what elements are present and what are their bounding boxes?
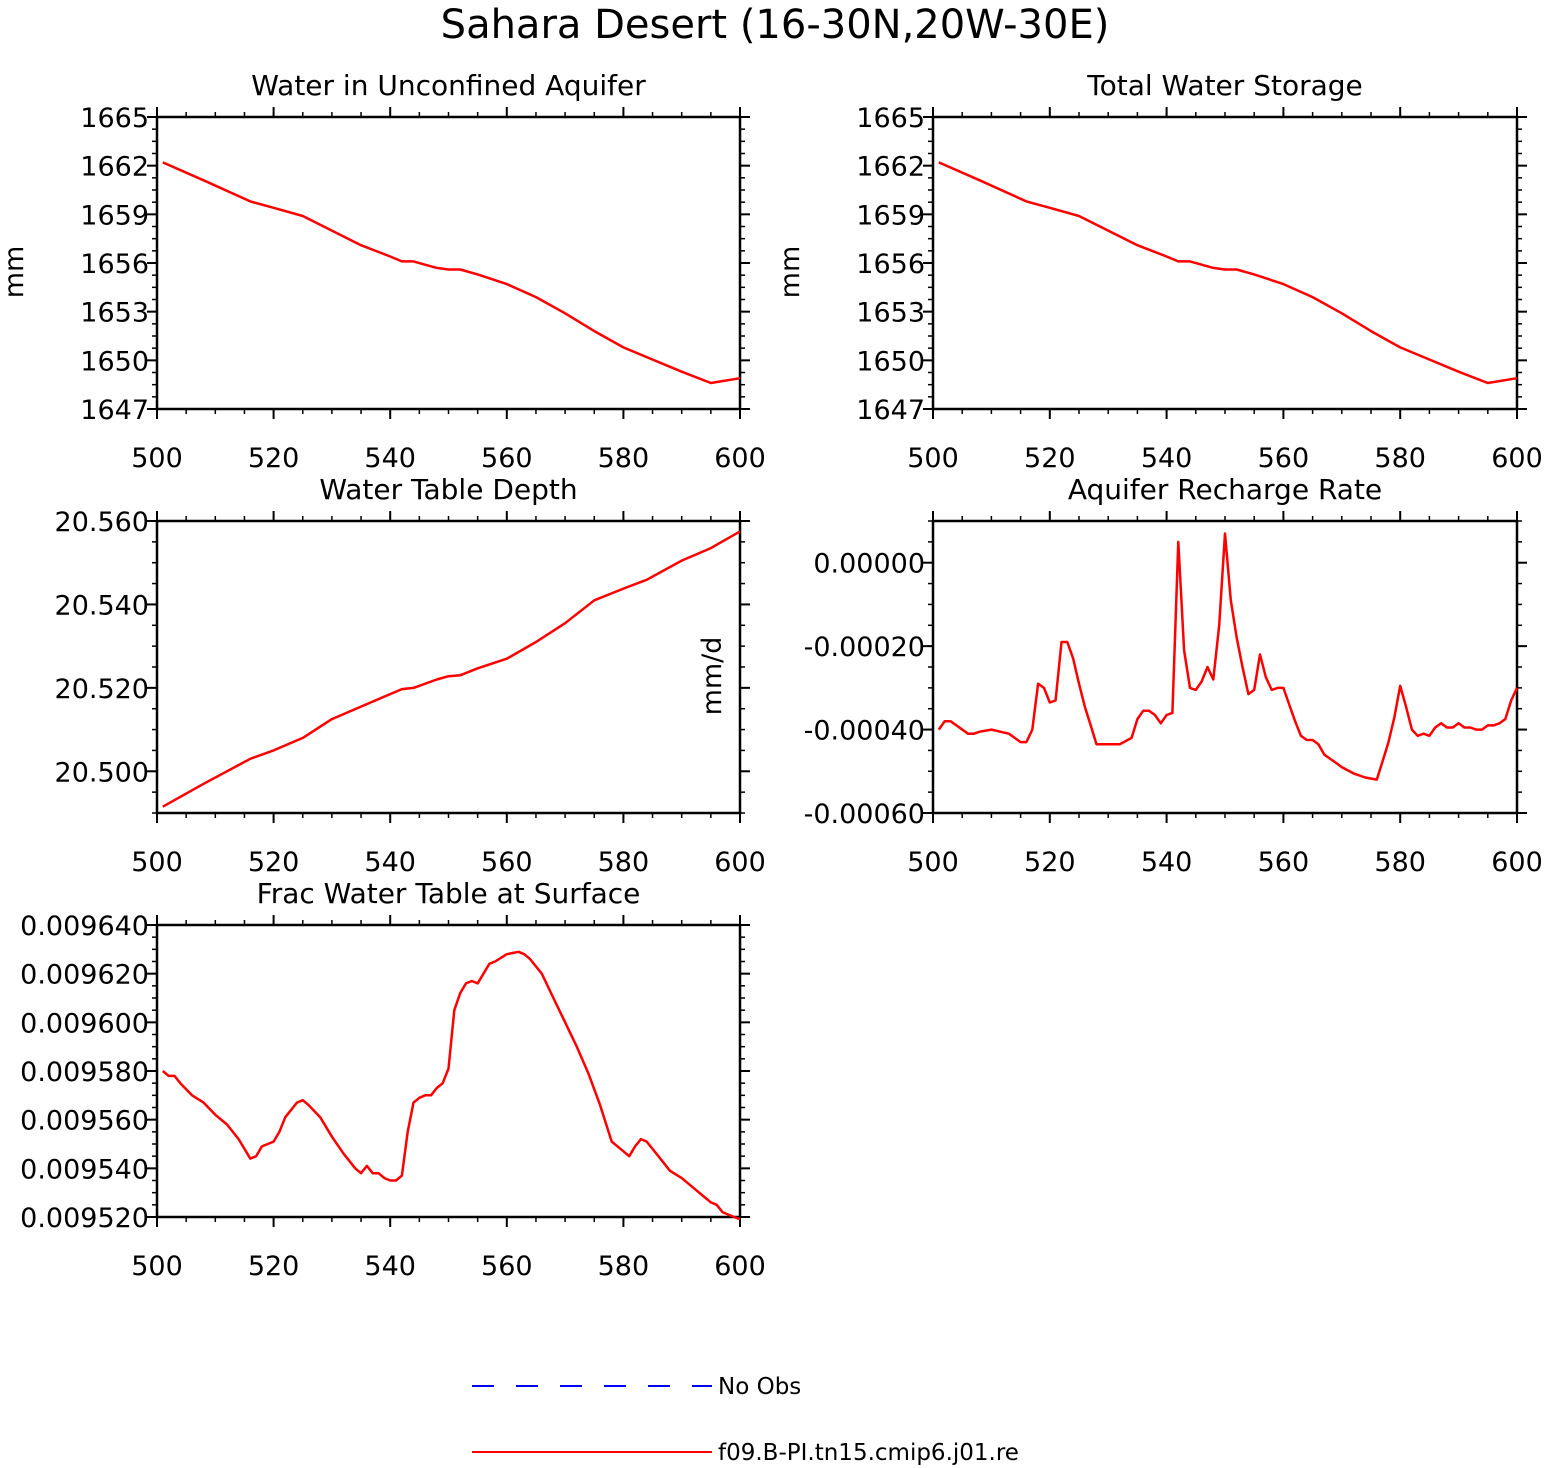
chart-5: Frac Water Table at Surface 500 520 540 560 5… <box>20 877 766 1282</box>
y-tick-label: 20.560 <box>55 507 149 538</box>
x-tick-label: 580 <box>598 847 650 878</box>
y-tick-label: 0.009540 <box>20 1154 149 1185</box>
y-tick-label: 1650 <box>80 346 149 377</box>
x-tick-label: 580 <box>1374 847 1426 878</box>
chart-2: Total Water Storage mm 500 520 540 560 580 600 1… <box>775 69 1543 474</box>
x-tick-label: 560 <box>481 443 533 474</box>
x-tick-label: 560 <box>481 847 533 878</box>
plot-frame <box>931 115 1519 411</box>
y-tick-label: 1662 <box>856 152 925 183</box>
y-tick-label: -0.00040 <box>804 716 925 747</box>
y-tick-label: 1659 <box>856 200 925 231</box>
y-tick-label: 1659 <box>80 200 149 231</box>
chart-title: Water Table Depth <box>319 473 577 506</box>
x-tick-label: 520 <box>1024 443 1076 474</box>
series-line-1 <box>938 161 1518 385</box>
x-tick-label: 540 <box>364 1251 416 1282</box>
x-tick-label: 560 <box>1258 443 1310 474</box>
x-tick-label: 600 <box>1491 443 1543 474</box>
y-axis-label: mm <box>0 246 30 299</box>
series-line-1 <box>162 161 741 385</box>
legend: No Obs f09.B-PI.tn15.cmip6.j01.re <box>472 1374 1019 1466</box>
x-tick-label: 520 <box>248 1251 300 1282</box>
y-tick-label: 0.009520 <box>20 1203 149 1234</box>
y-tick-label: 1656 <box>856 249 925 280</box>
x-tick-label: 540 <box>1141 847 1193 878</box>
x-tick-label: 580 <box>598 443 650 474</box>
chart-title: Total Water Storage <box>1086 69 1363 102</box>
y-tick-label: 1665 <box>80 103 149 134</box>
series-line-1 <box>162 530 741 808</box>
x-tick-label: 520 <box>248 443 300 474</box>
x-tick-label: 520 <box>248 847 300 878</box>
x-tick-label: 520 <box>1024 847 1076 878</box>
plot-frame <box>931 519 1519 815</box>
chart-panels: Water in Unconfined Aquifer mm 500 520 540 56… <box>0 69 1543 1282</box>
y-tick-label: 0.009580 <box>20 1057 149 1088</box>
y-tick-label: 20.520 <box>55 674 149 705</box>
x-tick-label: 500 <box>131 847 183 878</box>
y-tick-label: 1653 <box>80 298 149 329</box>
y-tick-label: -0.00060 <box>804 799 925 830</box>
chart-title: Water in Unconfined Aquifer <box>251 69 646 102</box>
x-tick-label: 500 <box>907 847 959 878</box>
x-tick-label: 600 <box>714 1251 766 1282</box>
series-line-1 <box>937 532 1519 781</box>
y-tick-label: 0.00000 <box>813 549 925 580</box>
y-tick-label: 0.009600 <box>20 1008 149 1039</box>
legend-label-model: f09.B-PI.tn15.cmip6.j01.re <box>718 1440 1019 1466</box>
chart-title: Frac Water Table at Surface <box>257 877 641 910</box>
x-tick-label: 540 <box>364 443 416 474</box>
x-tick-label: 500 <box>907 443 959 474</box>
series-line-1 <box>162 950 741 1221</box>
y-tick-label: 1647 <box>856 395 925 426</box>
x-tick-label: 600 <box>1491 847 1543 878</box>
y-tick-label: 0.009620 <box>20 960 149 991</box>
y-tick-label: 1665 <box>856 103 925 134</box>
plot-frame <box>155 115 742 411</box>
x-tick-label: 500 <box>131 443 183 474</box>
y-axis-label: mm <box>775 246 806 299</box>
y-tick-label: 0.009640 <box>20 911 149 942</box>
x-tick-label: 560 <box>481 1251 533 1282</box>
chart-title: Aquifer Recharge Rate <box>1068 473 1382 506</box>
chart-3: Water Table Depth 500 520 540 560 580 600 20.50… <box>55 473 766 878</box>
y-tick-label: -0.00020 <box>804 632 925 663</box>
y-tick-label: 1656 <box>80 249 149 280</box>
y-tick-label: 1647 <box>80 395 149 426</box>
y-tick-label: 1650 <box>856 346 925 377</box>
x-tick-label: 540 <box>364 847 416 878</box>
x-tick-label: 500 <box>131 1251 183 1282</box>
x-tick-label: 580 <box>1374 443 1426 474</box>
y-tick-label: 1653 <box>856 298 925 329</box>
plot-frame <box>155 519 742 815</box>
x-tick-label: 580 <box>598 1251 650 1282</box>
x-tick-label: 560 <box>1258 847 1310 878</box>
chart-1: Water in Unconfined Aquifer mm 500 520 540 56… <box>0 69 766 474</box>
y-tick-label: 1662 <box>80 152 149 183</box>
y-axis-label: mm/d <box>697 637 728 716</box>
x-tick-label: 600 <box>714 847 766 878</box>
x-tick-label: 540 <box>1141 443 1193 474</box>
x-tick-label: 600 <box>714 443 766 474</box>
y-tick-label: 20.540 <box>55 590 149 621</box>
chart-4: Aquifer Recharge Rate mm/d 500 520 540 560 580… <box>697 473 1543 878</box>
legend-label-no-obs: No Obs <box>718 1374 801 1400</box>
y-tick-label: 20.500 <box>55 757 149 788</box>
figure-title: Sahara Desert (16-30N,20W-30E) <box>441 2 1110 48</box>
y-tick-label: 0.009560 <box>20 1106 149 1137</box>
